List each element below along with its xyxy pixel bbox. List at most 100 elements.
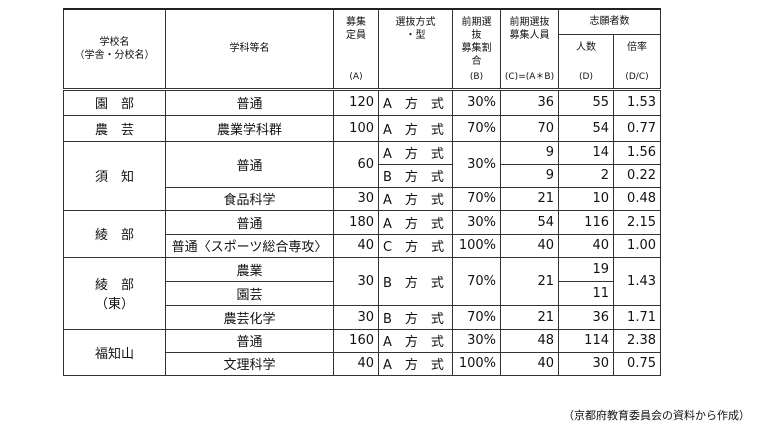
method-cell: B 方 式 bbox=[378, 163, 453, 188]
school-cell: 農 芸 bbox=[63, 114, 166, 142]
header-text: （学舎・分校名） bbox=[74, 49, 155, 61]
rate-cell: 2.38 bbox=[613, 328, 661, 353]
applicants-cell: 116 bbox=[558, 209, 614, 235]
early-cell: 21 bbox=[500, 256, 559, 306]
table: 学校名 （学舎・分校名） 学科等名 募集 定員 (A) 選抜方式 ・型 前期選抜 募… bbox=[63, 8, 661, 376]
header-cell: 人数 (D) bbox=[558, 33, 614, 91]
header-text: 倍率 bbox=[627, 41, 647, 53]
course-cell: 普通 bbox=[165, 209, 334, 235]
ratio-cell: 70% bbox=[452, 256, 501, 306]
ratio-cell: 100% bbox=[452, 351, 501, 376]
header-text: (D) bbox=[579, 71, 593, 82]
ratio-cell: 70% bbox=[452, 114, 501, 142]
header-cell: 志願者数 bbox=[558, 8, 661, 35]
ratio-cell: 70% bbox=[452, 186, 501, 211]
rate-cell: 1.56 bbox=[613, 140, 661, 165]
early-cell: 36 bbox=[500, 88, 559, 116]
header-text: 学校名 bbox=[99, 36, 130, 48]
header-text: (B) bbox=[469, 71, 484, 82]
applicants-cell: 40 bbox=[558, 233, 614, 258]
capacity-cell: 160 bbox=[333, 328, 379, 353]
rate-cell: 1.53 bbox=[613, 88, 661, 116]
capacity-cell: 60 bbox=[333, 140, 379, 188]
ratio-cell: 30% bbox=[452, 88, 501, 116]
header-text: (D/C) bbox=[625, 71, 649, 82]
early-cell: 70 bbox=[500, 114, 559, 142]
school-cell: 綾 部 （東） bbox=[63, 256, 166, 330]
header-cell: 学校名 （学舎・分校名） bbox=[63, 8, 166, 91]
header-cell: 選抜方式 ・型 bbox=[378, 8, 453, 91]
table-row: 農芸化学 30 B 方 式 70% 21 36 1.71 bbox=[64, 304, 661, 330]
applicants-cell: 114 bbox=[558, 328, 614, 353]
table-body: 園 部普通 120 A 方 式 30% 36 55 1.53 農 芸農業学科群 100 A 方 式… bbox=[63, 88, 661, 376]
capacity-cell: 40 bbox=[333, 233, 379, 258]
table-row: 園 部普通 120 A 方 式 30% 36 55 1.53 bbox=[63, 88, 661, 116]
school-cell: 福知山 bbox=[63, 328, 166, 376]
method-cell: A 方 式 bbox=[378, 328, 453, 353]
rate-cell: 0.48 bbox=[613, 186, 661, 211]
capacity-cell: 40 bbox=[333, 351, 379, 376]
course-cell: 農業学科群 bbox=[165, 114, 334, 142]
header-cell: 学科等名 bbox=[165, 8, 334, 91]
method-cell: C 方 式 bbox=[378, 233, 453, 258]
capacity-cell: 30 bbox=[333, 186, 379, 211]
early-cell: 9 bbox=[500, 140, 559, 165]
capacity-cell: 120 bbox=[333, 88, 379, 116]
ratio-cell: 30% bbox=[452, 328, 501, 353]
header-cell: 募集 定員 (A) bbox=[333, 8, 379, 91]
header-text: 人数 bbox=[576, 41, 596, 53]
early-cell: 9 bbox=[500, 163, 559, 188]
school-cell: 須 知 bbox=[63, 140, 166, 211]
header-text: (C)=(A＊B) bbox=[504, 71, 555, 82]
applicants-cell: 55 bbox=[558, 88, 614, 116]
applicants-cell: 54 bbox=[558, 114, 614, 142]
table-row: 綾 部 （東） 農業 30 B 方 式 70% 21 19 1.43 bbox=[63, 256, 661, 330]
applicants-cell: 30 bbox=[558, 351, 614, 376]
course-cell: 文理科学 bbox=[165, 351, 334, 376]
course-cell: 普通 bbox=[165, 140, 334, 188]
applicants-cell: 11 bbox=[558, 280, 614, 306]
rate-cell: 1.43 bbox=[613, 256, 661, 306]
course-cell: 農芸化学 bbox=[165, 304, 334, 330]
applicants-cell: 19 bbox=[558, 256, 614, 282]
applicants-cell: 2 bbox=[558, 163, 614, 188]
header-cell: 前期選抜 募集人員 (C)=(A＊B) bbox=[500, 8, 559, 91]
rate-cell: 1.00 bbox=[613, 233, 661, 258]
school-cell: 園 部 bbox=[63, 88, 166, 116]
header-text: 前期選抜 募集人員 bbox=[509, 17, 550, 41]
header-cell: 倍率 (D/C) bbox=[613, 33, 661, 91]
early-cell: 40 bbox=[500, 351, 559, 376]
table-row: 農 芸農業学科群 100 A 方 式 70% 70 54 0.77 bbox=[63, 114, 661, 142]
method-cell: B 方 式 bbox=[378, 256, 453, 306]
capacity-cell: 180 bbox=[333, 209, 379, 235]
capacity-cell: 30 bbox=[333, 304, 379, 330]
ratio-cell: 30% bbox=[452, 209, 501, 235]
course-cell: 普通 bbox=[165, 328, 334, 353]
header-cell: 前期選抜 募集割合 (B) bbox=[452, 8, 501, 91]
method-cell: A 方 式 bbox=[378, 114, 453, 142]
applicants-cell: 36 bbox=[558, 304, 614, 330]
header-text: 前期選抜 募集割合 bbox=[461, 17, 492, 67]
table-row: 文理科学 40 A 方 式 100% 40 30 0.75 bbox=[64, 351, 661, 376]
early-cell: 48 bbox=[500, 328, 559, 353]
table-row: 福知山 普通 160 A 方 式 30% 48 114 2.38 bbox=[63, 328, 661, 376]
table-row: 綾 部普通 180 A 方 式 30% 54 116 2.15 bbox=[63, 209, 661, 258]
course-cell: 普通〈スポーツ総合専攻〉 bbox=[165, 233, 334, 258]
method-cell: B 方 式 bbox=[378, 304, 453, 330]
table-row: 須 知普通 60 A 方 式 30% 9 14 1.56 bbox=[63, 140, 661, 211]
course-cell: 農業 bbox=[165, 256, 334, 282]
course-cell: 園芸 bbox=[165, 280, 334, 306]
source-note: （京都府教育委員会の資料から作成） bbox=[563, 409, 750, 422]
course-cell: 食品科学 bbox=[165, 186, 334, 211]
method-cell: A 方 式 bbox=[378, 351, 453, 376]
method-cell: A 方 式 bbox=[378, 140, 453, 165]
ratio-cell: 100% bbox=[452, 233, 501, 258]
method-cell: A 方 式 bbox=[378, 88, 453, 116]
early-cell: 21 bbox=[500, 186, 559, 211]
ratio-cell: 30% bbox=[452, 140, 501, 188]
capacity-cell: 30 bbox=[333, 256, 379, 306]
header-text: 募集 定員 bbox=[346, 17, 366, 41]
method-cell: A 方 式 bbox=[378, 209, 453, 235]
table-row: 食品科学 30 A 方 式 70% 21 10 0.48 bbox=[64, 186, 661, 211]
